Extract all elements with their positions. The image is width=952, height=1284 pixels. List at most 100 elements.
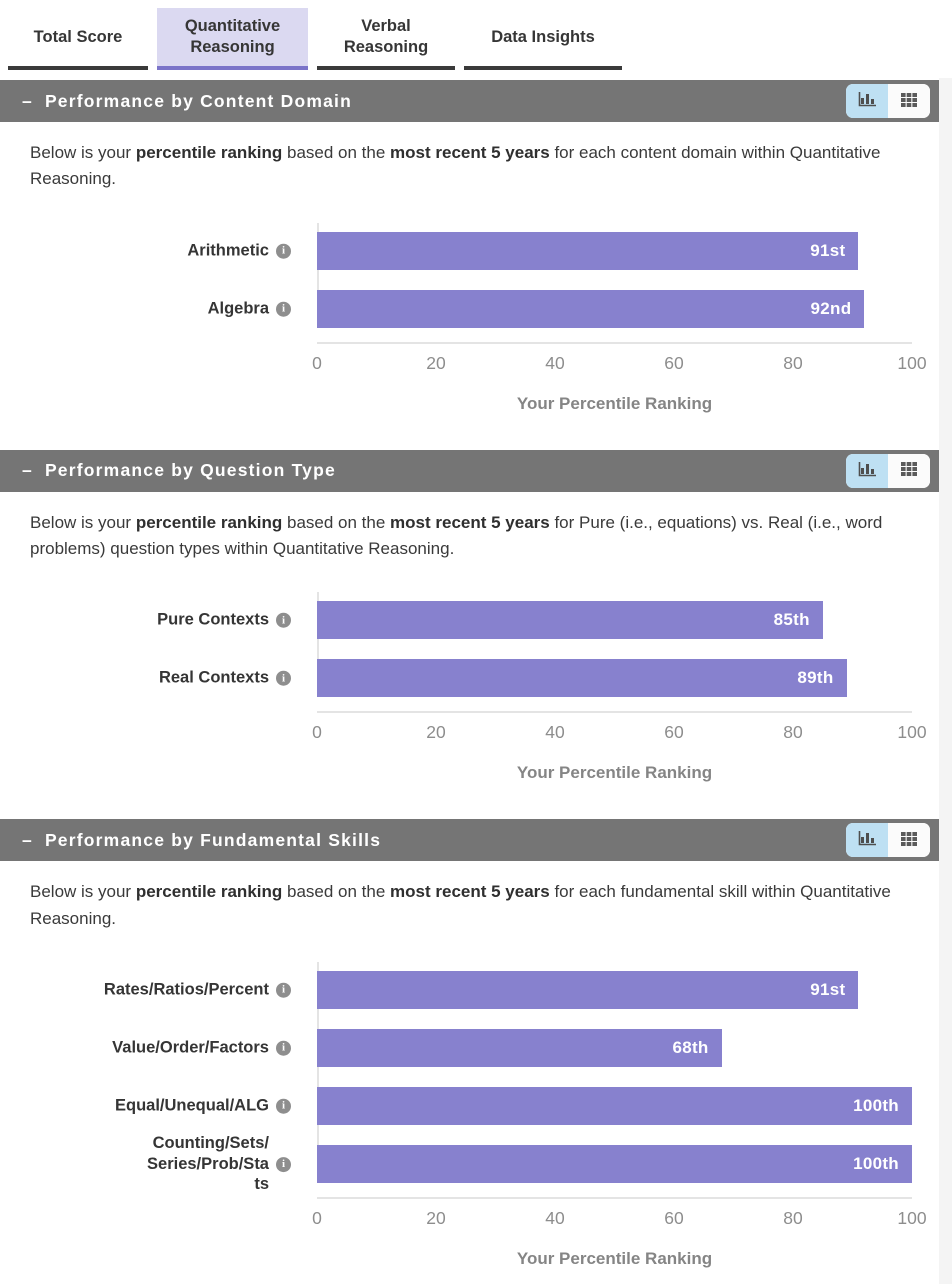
chart-view-button[interactable] (846, 453, 888, 488)
desc-bold: percentile ranking (135, 512, 283, 532)
x-axis: 0 20 40 60 80 100 (312, 341, 927, 378)
x-axis-tick: 80 (783, 1208, 803, 1229)
category-label-text: Rates/Ratios/Percent (103, 980, 269, 999)
report-content: Total Score Quantitative Reasoning Verba… (0, 0, 939, 1269)
x-axis-title: Your Percentile Ranking (516, 393, 713, 413)
bar-chart-icon (858, 830, 877, 850)
bar-value-label: 100th (853, 1096, 899, 1116)
section-description: Below is your percentile ranking based o… (30, 140, 909, 193)
x-axis-tick: 0 (312, 1208, 322, 1229)
table-view-button[interactable] (888, 453, 930, 488)
category-label-text: Value/Order/Factors (112, 1038, 269, 1057)
tab-data-insights[interactable]: Data Insights (464, 8, 622, 70)
section-title-wrap: – Performance by Content Domain (22, 91, 352, 112)
section-question-type: – Performance by Question Type Below is … (0, 449, 939, 784)
desc-text: for Pure (i.e., equations) vs. Real (i.e… (30, 512, 883, 559)
x-axis-tick: 0 (312, 722, 322, 743)
category-label: Equal/Unequal/ALG i (19, 1096, 291, 1117)
bar-value-label: 100th (853, 1154, 899, 1174)
bar-row: Arithmetic i 91st (187, 231, 912, 270)
bar-chart-icon (858, 91, 877, 111)
section-header[interactable]: – Performance by Content Domain (0, 80, 939, 122)
category-label: Rates/Ratios/Percent i (19, 980, 291, 1001)
category-label-text: Pure Contexts (157, 611, 269, 630)
chart-rows: Rates/Ratios/Percent i 91st Value/Order/Fac… (104, 962, 912, 1193)
section-header[interactable]: – Performance by Question Type (0, 449, 939, 492)
x-axis-tick: 20 (426, 352, 446, 373)
chart-view-button[interactable] (846, 823, 888, 858)
desc-text: Below is your (30, 512, 136, 532)
x-axis-tick: 40 (545, 352, 565, 373)
bar-value-label: 91st (810, 240, 846, 260)
info-icon[interactable]: i (276, 1098, 291, 1114)
info-icon[interactable]: i (276, 301, 291, 317)
collapse-icon: – (22, 460, 33, 481)
category-label-text: Real Contexts (158, 669, 269, 688)
percentile-bar: 68th (317, 1029, 722, 1068)
x-axis-tick: 100 (897, 722, 927, 743)
x-axis-tick: 40 (545, 722, 565, 743)
x-axis-tick: 80 (783, 722, 803, 743)
x-axis-tick: 40 (545, 1208, 565, 1229)
section-title: Performance by Content Domain (44, 90, 353, 111)
collapse-icon: – (22, 829, 33, 850)
bar-row: Value/Order/Factors i 68th (112, 1029, 912, 1068)
x-axis-tick: 20 (426, 722, 446, 743)
category-label-text: Arithmetic (187, 241, 269, 260)
x-axis-tick: 100 (897, 1208, 927, 1229)
bar-row: Pure Contexts i 85th (157, 601, 912, 640)
percentile-bar: 92nd (317, 289, 865, 328)
section-description: Below is your percentile ranking based o… (30, 879, 909, 932)
tab-total-score[interactable]: Total Score (8, 8, 148, 70)
desc-text: based on the (282, 512, 391, 532)
bar-value-label: 91st (810, 980, 846, 1000)
tab-quantitative-reasoning[interactable]: Quantitative Reasoning (157, 8, 308, 70)
info-icon[interactable]: i (276, 1156, 291, 1172)
section-content-domain: – Performance by Content Domain Below is… (0, 80, 939, 414)
percentile-bar: 89th (317, 659, 847, 698)
chart-rows: Pure Contexts i 85th Real Contexts i 89th (157, 592, 912, 698)
bar-row: Rates/Ratios/Percent i 91st (104, 971, 912, 1010)
score-tabbar: Total Score Quantitative Reasoning Verba… (0, 0, 939, 70)
tab-verbal-reasoning[interactable]: Verbal Reasoning (317, 8, 455, 70)
info-icon[interactable]: i (276, 670, 291, 686)
percentile-bar-chart: Arithmetic i 91st Algebra i 92nd 0 20 40 60 80 100… (0, 222, 939, 414)
desc-text: based on the (282, 882, 391, 902)
desc-text: for each fundamental skill within Quanti… (30, 882, 891, 928)
percentile-bar: 100th (317, 1145, 912, 1184)
chart-view-button[interactable] (846, 84, 888, 118)
chart-rows: Arithmetic i 91st Algebra i 92nd (187, 222, 912, 328)
bar-chart-icon (858, 461, 877, 481)
desc-bold: most recent 5 years (390, 512, 550, 532)
section-title: Performance by Question Type (44, 460, 336, 481)
collapse-icon: – (22, 90, 33, 111)
category-label: Pure Contexts i (19, 610, 291, 631)
section-header[interactable]: – Performance by Fundamental Skills (0, 819, 939, 862)
desc-text: Below is your (30, 882, 136, 902)
bar-value-label: 68th (672, 1038, 709, 1058)
x-axis-tick: 100 (897, 352, 927, 373)
x-axis-tick: 60 (664, 352, 684, 373)
bar-value-label: 89th (797, 668, 834, 688)
section-title-wrap: – Performance by Question Type (22, 460, 336, 481)
view-toggle (846, 823, 930, 858)
table-view-button[interactable] (888, 84, 930, 118)
desc-text: based on the (282, 143, 391, 162)
info-icon[interactable]: i (276, 982, 291, 998)
x-axis-title: Your Percentile Ranking (516, 763, 713, 783)
percentile-bar-chart: Rates/Ratios/Percent i 91st Value/Order/Fac… (0, 962, 939, 1269)
x-axis-title: Your Percentile Ranking (516, 1249, 713, 1269)
table-icon (900, 831, 918, 850)
scrollbar-track[interactable] (939, 78, 952, 1284)
desc-bold: most recent 5 years (390, 143, 550, 162)
percentile-bar-chart: Pure Contexts i 85th Real Contexts i 89th 0 20… (0, 592, 939, 783)
category-label: Arithmetic i (19, 240, 291, 261)
table-view-button[interactable] (888, 823, 930, 858)
view-toggle (846, 84, 930, 118)
category-label: Counting/Sets/ Series/Prob/Sta ts i (19, 1133, 291, 1195)
x-axis-tick: 60 (664, 722, 684, 743)
desc-bold: most recent 5 years (390, 882, 550, 902)
info-icon[interactable]: i (276, 243, 291, 259)
info-icon[interactable]: i (276, 612, 291, 628)
info-icon[interactable]: i (276, 1040, 291, 1056)
